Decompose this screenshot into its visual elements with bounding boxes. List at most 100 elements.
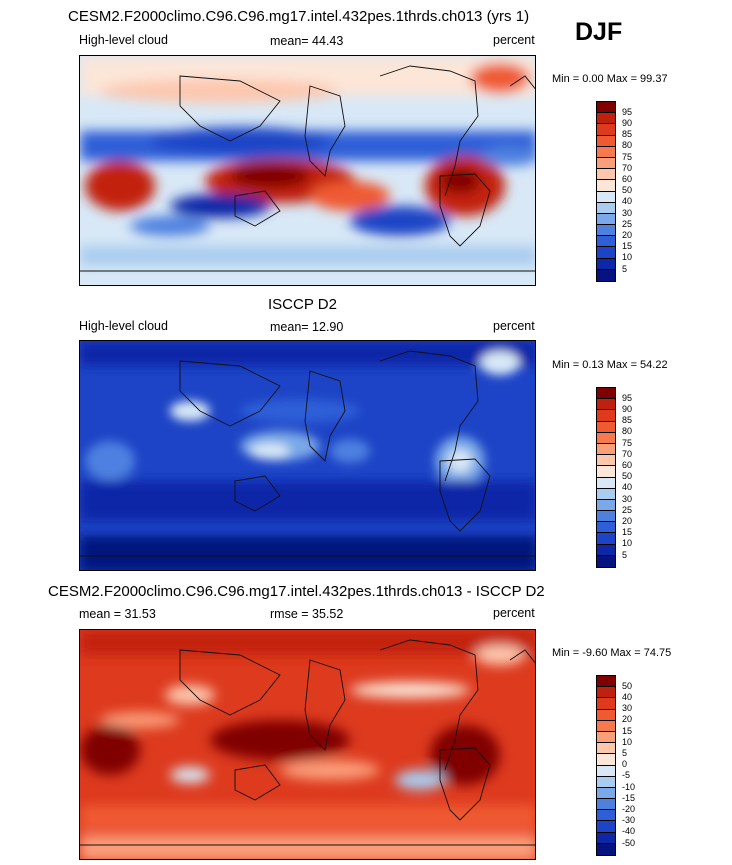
colorbar-tick-label: 80 [622,140,633,151]
colorbar-swatch [597,421,615,433]
colorbar-tick-label: 85 [622,415,633,426]
panel1-colorbar: 95 90 85 80 75 70 60 50 40 30 25 20 15 10 5 [596,101,632,282]
panel2-variable-label: High-level cloud [79,319,168,333]
colorbar-swatch [597,135,615,147]
colorbar-swatch [597,157,615,170]
colorbar-tick-label: -20 [622,803,636,814]
colorbar-tick-label: 40 [622,691,633,702]
colorbar-tick-label: 95 [622,392,633,403]
panel3-title: CESM2.F2000climo.C96.C96.mg17.intel.432p… [48,583,545,600]
colorbar-swatches [596,387,616,568]
colorbar-swatch [597,810,615,822]
colorbar-tick-label: 15 [622,527,633,538]
colorbar-swatch [597,765,615,777]
colorbar-tick-label: 90 [622,403,633,414]
colorbar-swatches [596,675,616,856]
panel3-minmax-label: Min = -9.60 Max = 74.75 [552,647,672,659]
colorbar-swatch [597,843,615,855]
colorbar-tick-label: 40 [622,482,633,493]
colorbar-tick-label: 90 [622,117,633,128]
colorbar-swatch [597,477,615,489]
colorbar-swatch [597,698,615,710]
colorbar-swatch [597,499,615,512]
colorbar-tick-label: 25 [622,218,633,229]
colorbar-tick-label: 10 [622,252,633,263]
panel1-variable-label: High-level cloud [79,33,168,47]
colorbar-swatch [597,743,615,755]
colorbar-swatch [597,124,615,136]
colorbar-tick-label: 75 [622,437,633,448]
panel3-mean-label: mean = 31.53 [79,607,156,621]
colorbar-tick-label: 50 [622,680,633,691]
colorbar-swatch [597,821,615,833]
colorbar-tick-label: -50 [622,837,636,848]
panel2-mean-label: mean= 12.90 [270,320,344,334]
colorbar-tick-label: 60 [622,173,633,184]
colorbar-swatch [597,180,615,192]
colorbar-swatch [597,213,615,226]
colorbar-tick-label: 10 [622,736,633,747]
panel3-colorbar: 50 40 30 20 15 10 5 0 -5 -10 -15 -20 -30 -40 -50 [596,675,635,856]
colorbar-swatch [597,511,615,523]
colorbar-swatch [597,258,615,270]
colorbar-swatch [597,202,615,214]
colorbar-swatch [597,146,615,158]
colorbar-swatch [597,731,615,744]
colorbar-swatches [596,101,616,282]
colorbar-tick-label: 30 [622,207,633,218]
colorbar-tick-label: 25 [622,504,633,515]
colorbar-tick-label: 5 [622,263,628,274]
colorbar-tick-label: 75 [622,151,633,162]
colorbar-swatch [597,787,615,800]
colorbar-swatch [597,776,615,788]
colorbar-tick-label: 0 [622,759,628,770]
colorbar-swatch [597,399,615,411]
colorbar-tick-label: -10 [622,781,636,792]
colorbar-tick-label: 80 [622,426,633,437]
panel3-rmse-label: rmse = 35.52 [270,607,344,621]
colorbar-swatch [597,488,615,500]
colorbar-tick-label: -15 [622,792,636,803]
colorbar-tick-label: 20 [622,515,633,526]
colorbar-swatch [597,533,615,545]
colorbar-tick-label: 60 [622,459,633,470]
colorbar-swatch [597,191,615,203]
colorbar-tick-label: 85 [622,129,633,140]
colorbar-tick-label: 10 [622,538,633,549]
colorbar-swatch [597,388,615,400]
panel1-minmax-label: Min = 0.00 Max = 99.37 [552,73,668,85]
colorbar-swatch [597,832,615,844]
colorbar-swatch [597,676,615,688]
colorbar-tick-label: 15 [622,725,633,736]
colorbar-tick-label: 40 [622,196,633,207]
colorbar-swatch [597,443,615,456]
panel1-units-label: percent [493,33,535,47]
colorbar-swatch [597,720,615,732]
colorbar-tick-label: 95 [622,106,633,117]
panel3-units-label: percent [493,606,535,620]
colorbar-swatch [597,225,615,237]
panel2-title: ISCCP D2 [268,296,337,313]
colorbar-tick-label: -5 [622,770,631,781]
panel2-units-label: percent [493,319,535,333]
colorbar-swatch [597,113,615,125]
colorbar-tick-label: 50 [622,185,633,196]
colorbar-swatch [597,709,615,721]
colorbar-swatch [597,687,615,699]
colorbar-tick-label: 50 [622,471,633,482]
colorbar-swatch [597,522,615,534]
colorbar-tick-label: 20 [622,229,633,240]
colorbar-tick-label: 30 [622,703,633,714]
colorbar-swatch [597,236,615,248]
colorbar-tick-label: 5 [622,747,628,758]
colorbar-tick-label: -40 [622,826,636,837]
colorbar-swatch [597,754,615,766]
panel1-title: CESM2.F2000climo.C96.C96.mg17.intel.432p… [68,8,530,25]
season-label: DJF [575,18,623,46]
panel2-map [79,340,536,571]
colorbar-tick-label: 70 [622,162,633,173]
colorbar-swatch [597,555,615,567]
panel2-minmax-label: Min = 0.13 Max = 54.22 [552,359,668,371]
colorbar-tick-label: -30 [622,815,636,826]
colorbar-tick-label: 5 [622,549,628,560]
